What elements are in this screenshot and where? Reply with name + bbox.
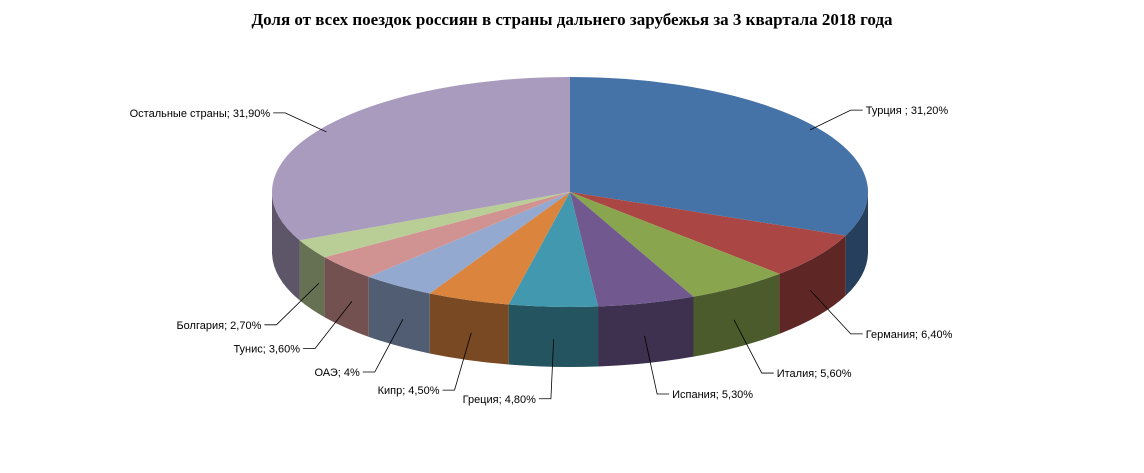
- pie-slices: [272, 77, 869, 307]
- pie-side-Греция: [508, 304, 599, 367]
- data-label-Греция: Греция; 4,80%: [463, 394, 536, 406]
- leader-line-Италия: [733, 319, 774, 374]
- chart-title: Доля от всех поездок россиян в страны да…: [251, 10, 893, 29]
- pie-sides: [272, 192, 869, 367]
- leader-line-Болгария: [264, 282, 320, 326]
- data-label-Остальные страны: Остальные страны; 31,90%: [130, 108, 271, 120]
- pie-labels: Турция ; 31,20% Германия; 6,40% Италия; 5,…: [130, 105, 953, 406]
- pie-side-ОАЭ: [368, 276, 430, 354]
- pie-slice-Италия: [570, 192, 780, 297]
- pie-slice-ОАЭ: [368, 192, 570, 294]
- pie-slice-Тунис: [324, 192, 570, 277]
- leader-line-Турция: [809, 109, 863, 131]
- pie-slice-Греция: [508, 192, 599, 307]
- pie-slice-Болгария: [299, 192, 570, 258]
- data-label-Турция: Турция ; 31,20%: [866, 105, 949, 117]
- data-label-Испания: Испания; 5,30%: [672, 389, 753, 401]
- pie-side-Турция: [845, 192, 869, 296]
- pie-slice-Кипр: [429, 192, 570, 305]
- pie-side-Испания: [598, 296, 694, 367]
- leader-line-ОАЭ: [362, 318, 404, 373]
- leader-line-Испания: [644, 335, 670, 395]
- data-label-Италия: Италия; 5,60%: [777, 368, 852, 380]
- leader-line-Кипр: [442, 332, 472, 391]
- pie-slice-Испания: [570, 192, 694, 307]
- pie-side-Остальные страны: [272, 192, 300, 301]
- pie-slice-Германия: [570, 192, 846, 274]
- pie-side-Германия: [779, 235, 846, 334]
- data-label-Тунис: Тунис; 3,60%: [233, 344, 300, 356]
- pie-side-Италия: [693, 273, 780, 357]
- leader-line-Греция: [538, 339, 555, 400]
- pie-side-Кипр: [429, 293, 509, 365]
- leader-line-Тунис: [303, 300, 353, 349]
- pie-slice-Остальные страны: [272, 77, 570, 241]
- data-label-Болгария: Болгария; 2,70%: [176, 320, 261, 332]
- data-label-Германия: Германия; 6,40%: [866, 329, 953, 341]
- leader-line-Германия: [809, 289, 863, 335]
- pie-side-Болгария: [299, 240, 325, 318]
- leader-line-Остальные страны: [273, 112, 327, 133]
- data-label-ОАЭ: ОАЭ; 4%: [314, 367, 360, 379]
- data-label-Кипр: Кипр; 4,50%: [378, 385, 440, 397]
- pie-slice-Турция: [570, 77, 869, 236]
- pie-side-Тунис: [324, 257, 369, 337]
